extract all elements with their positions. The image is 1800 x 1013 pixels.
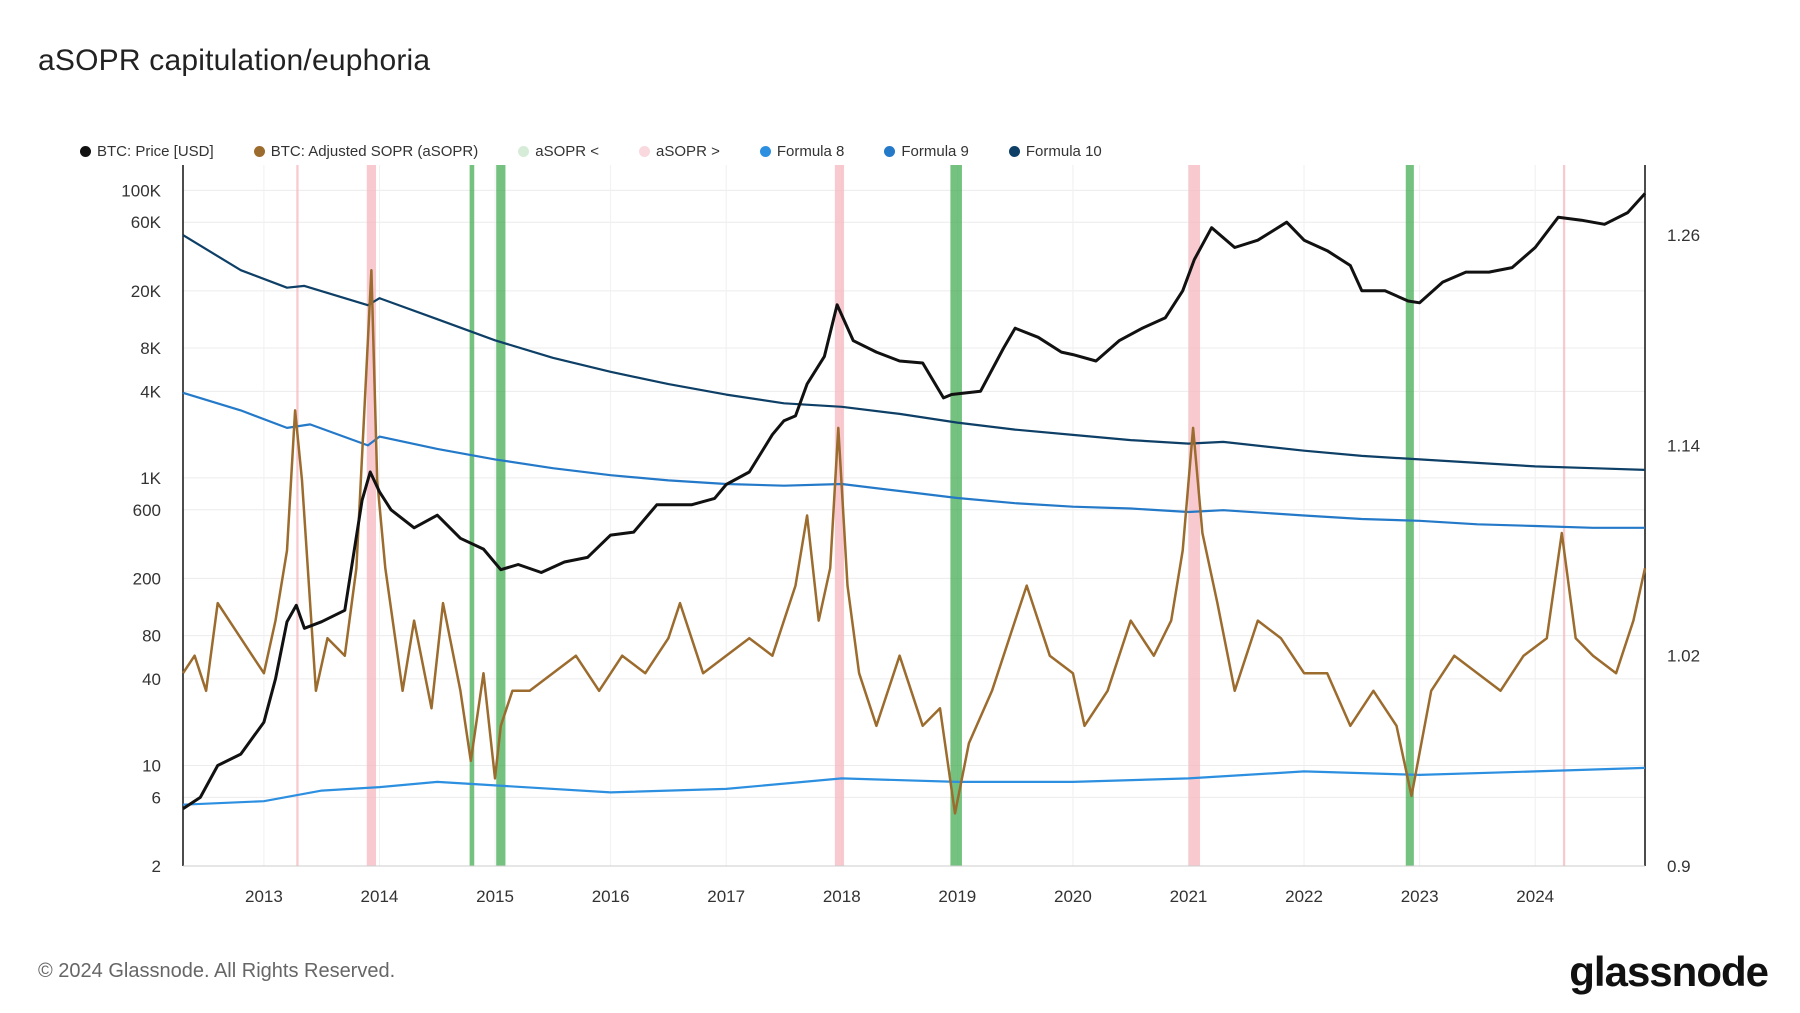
x-tick-label: 2016 bbox=[592, 887, 630, 906]
asopr-above-band bbox=[834, 165, 845, 866]
x-tick-label: 2013 bbox=[245, 887, 283, 906]
legend-item-formula-8[interactable]: Formula 8 bbox=[759, 140, 845, 162]
x-tick-label: 2023 bbox=[1401, 887, 1439, 906]
x-tick-label: 2018 bbox=[823, 887, 861, 906]
copyright-text: © 2024 Glassnode. All Rights Reserved. bbox=[38, 960, 396, 982]
y-left-tick-label: 60K bbox=[131, 213, 162, 232]
legend-item-asopr-below[interactable]: aSOPR < bbox=[518, 140, 599, 162]
y-right-tick-label: 1.26 bbox=[1667, 226, 1700, 245]
legend-item-formula-9[interactable]: Formula 9 bbox=[884, 140, 969, 162]
legend-dot-icon bbox=[759, 145, 771, 157]
chart-title: aSOPR capitulation/euphoria bbox=[38, 44, 431, 77]
x-tick-label: 2015 bbox=[476, 887, 514, 906]
y-left-tick-label: 1K bbox=[140, 469, 161, 488]
y-left-tick-label: 6 bbox=[152, 788, 161, 807]
glassnode-logo[interactable]: glassnode bbox=[1569, 948, 1769, 995]
legend-dot-icon bbox=[518, 145, 530, 157]
y-left-tick-label: 20K bbox=[131, 282, 162, 301]
legend-item-formula-10[interactable]: Formula 10 bbox=[1008, 140, 1102, 162]
y-left-tick-label: 8K bbox=[140, 339, 161, 358]
series-line-btc-price-usd- bbox=[182, 192, 1647, 811]
chart-legend: BTC: Price [USD] BTC: Adjusted SOPR (aSO… bbox=[80, 140, 1142, 162]
legend-label: BTC: Price [USD] bbox=[97, 142, 214, 160]
legend-label: Formula 9 bbox=[901, 142, 969, 160]
y-left-tick-label: 2 bbox=[152, 857, 161, 876]
y-left-tick-label: 200 bbox=[133, 569, 161, 588]
y-left-tick-label: 600 bbox=[133, 501, 161, 520]
series-line-formula-10 bbox=[182, 234, 1646, 471]
y-left-tick-label: 10 bbox=[142, 756, 161, 775]
legend-dot-icon bbox=[1008, 145, 1020, 157]
series-line-formula-8 bbox=[182, 766, 1646, 806]
legend-item-asopr-above[interactable]: aSOPR > bbox=[639, 140, 720, 162]
legend-label: Formula 10 bbox=[1025, 142, 1102, 160]
series-line-btc-adjusted-sopr-asopr- bbox=[181, 268, 1647, 815]
x-tick-label: 2022 bbox=[1285, 887, 1323, 906]
x-tick-label: 2020 bbox=[1054, 887, 1092, 906]
x-tick-label: 2024 bbox=[1516, 887, 1554, 906]
x-tick-label: 2014 bbox=[361, 887, 399, 906]
asopr-below-band bbox=[950, 165, 962, 866]
asopr-above-band bbox=[1188, 165, 1201, 866]
y-left-tick-label: 80 bbox=[142, 627, 161, 646]
legend-dot-icon bbox=[639, 145, 651, 157]
asopr-above-band bbox=[296, 165, 299, 866]
series-line-formula-9 bbox=[182, 391, 1645, 529]
x-tick-label: 2021 bbox=[1170, 887, 1208, 906]
asopr-below-band bbox=[1405, 165, 1414, 866]
legend-label: aSOPR < bbox=[535, 142, 600, 160]
y-right-tick-label: 1.14 bbox=[1667, 436, 1700, 455]
legend-label: Formula 8 bbox=[776, 142, 845, 160]
asopr-below-band bbox=[496, 165, 506, 866]
y-right-tick-label: 0.9 bbox=[1667, 857, 1691, 876]
y-left-tick-label: 4K bbox=[140, 382, 161, 401]
legend-dot-icon bbox=[80, 145, 91, 157]
x-tick-label: 2017 bbox=[707, 887, 745, 906]
legend-label: BTC: Adjusted SOPR (aSOPR) bbox=[270, 142, 479, 160]
y-left-tick-label: 100K bbox=[121, 181, 161, 200]
legend-label: aSOPR > bbox=[656, 142, 720, 160]
y-left-tick-label: 40 bbox=[142, 670, 161, 689]
asopr-above-band bbox=[1562, 165, 1566, 866]
asopr-below-band bbox=[469, 165, 475, 866]
x-tick-label: 2019 bbox=[938, 887, 976, 906]
asopr-above-band bbox=[366, 165, 377, 866]
legend-item-price[interactable]: BTC: Price [USD] bbox=[80, 140, 214, 162]
legend-dot-icon bbox=[884, 145, 896, 157]
legend-dot-icon bbox=[253, 145, 265, 157]
legend-item-asopr[interactable]: BTC: Adjusted SOPR (aSOPR) bbox=[253, 140, 479, 162]
y-right-tick-label: 1.02 bbox=[1667, 647, 1700, 666]
